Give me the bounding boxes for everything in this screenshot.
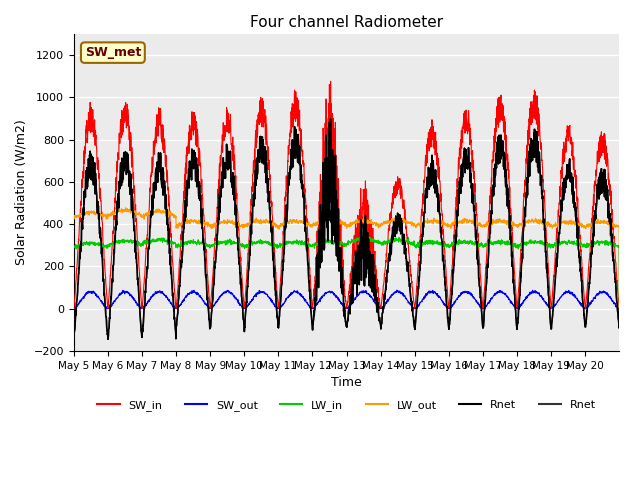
- X-axis label: Time: Time: [332, 376, 362, 389]
- Text: SW_met: SW_met: [84, 46, 141, 59]
- Y-axis label: Solar Radiation (W/m2): Solar Radiation (W/m2): [15, 120, 28, 265]
- Title: Four channel Radiometer: Four channel Radiometer: [250, 15, 443, 30]
- Legend: SW_in, SW_out, LW_in, LW_out, Rnet, Rnet: SW_in, SW_out, LW_in, LW_out, Rnet, Rnet: [93, 395, 600, 415]
